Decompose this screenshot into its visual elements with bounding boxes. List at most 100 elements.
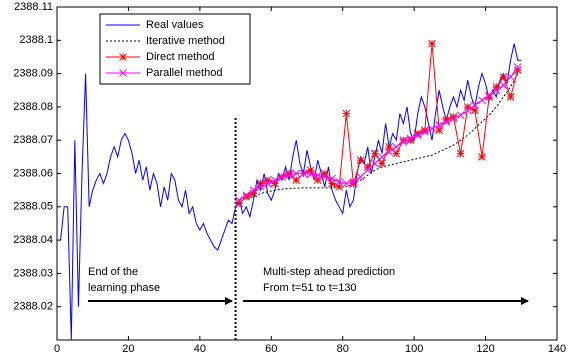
legend-marker xyxy=(119,69,127,77)
data-point xyxy=(513,63,522,71)
y-tick-label: 2388.02 xyxy=(13,301,53,313)
data-point xyxy=(235,199,243,208)
data-point xyxy=(392,149,401,158)
data-point xyxy=(263,179,272,188)
y-tick-label: 2388.05 xyxy=(13,201,53,213)
data-point xyxy=(356,156,365,165)
data-point xyxy=(371,149,379,158)
legend-marker xyxy=(119,53,127,61)
data-point xyxy=(463,103,472,111)
data-point xyxy=(349,177,358,186)
marker-stroke xyxy=(478,96,486,105)
marker-stroke xyxy=(392,143,401,151)
x-tick-label: 140 xyxy=(548,343,566,355)
x-tick-label: 60 xyxy=(265,343,277,355)
marker-stroke xyxy=(428,124,436,133)
data-point xyxy=(421,128,429,136)
y-tick-label: 2388.1 xyxy=(19,34,53,46)
marker-stroke xyxy=(292,169,301,178)
data-point xyxy=(428,124,436,133)
marker-stroke xyxy=(449,114,458,123)
marker-stroke xyxy=(342,179,351,188)
marker-stroke xyxy=(442,118,451,126)
data-point xyxy=(506,73,515,81)
data-point xyxy=(363,166,372,175)
marker-stroke xyxy=(413,131,422,140)
annotation: From t=51 to t=130 xyxy=(263,282,357,294)
data-point xyxy=(456,111,465,120)
marker-stroke xyxy=(335,177,343,186)
data-point xyxy=(249,186,258,195)
y-tick-label: 2388.03 xyxy=(13,267,53,279)
data-point xyxy=(278,172,286,181)
data-point xyxy=(378,152,386,161)
y-tick-label: 2388.09 xyxy=(13,68,53,80)
data-point xyxy=(235,196,243,204)
data-point xyxy=(413,131,422,140)
y-tick-label: 2388.08 xyxy=(13,101,53,113)
x-tick-label: 80 xyxy=(337,343,349,355)
data-point xyxy=(328,174,336,183)
marker-stroke xyxy=(356,172,365,181)
marker-stroke xyxy=(249,186,258,195)
data-point xyxy=(271,176,279,185)
data-point xyxy=(478,152,486,161)
x-tick-label: 100 xyxy=(405,343,423,355)
data-point xyxy=(356,172,365,181)
x-tick-label: 20 xyxy=(122,343,134,355)
marker-stroke xyxy=(513,63,522,71)
data-point xyxy=(392,143,401,151)
data-point xyxy=(492,83,501,91)
y-tick-label: 2388.11 xyxy=(14,1,53,13)
marker-stroke xyxy=(499,81,508,90)
data-point xyxy=(478,96,486,105)
annotation: End of the xyxy=(88,266,138,278)
data-point xyxy=(492,86,501,95)
data-point xyxy=(256,182,265,191)
annotation: Multi-step ahead prediction xyxy=(263,266,395,278)
data-point xyxy=(378,159,386,168)
data-point xyxy=(335,177,343,186)
marker-stroke xyxy=(242,191,251,199)
y-tick-label: 2388.04 xyxy=(13,234,53,246)
marker-stroke xyxy=(399,138,408,146)
data-point xyxy=(321,172,329,181)
marker-stroke xyxy=(271,176,279,185)
data-point xyxy=(349,179,358,188)
data-point xyxy=(371,159,379,168)
data-point xyxy=(313,171,322,180)
marker-stroke xyxy=(378,152,386,161)
data-point xyxy=(292,169,301,178)
x-tick-label: 0 xyxy=(54,343,60,355)
data-point xyxy=(435,121,443,130)
data-point xyxy=(506,93,515,101)
data-point xyxy=(249,189,258,198)
data-point xyxy=(442,118,451,126)
data-point xyxy=(299,169,308,178)
marker-stroke xyxy=(299,169,308,178)
data-point xyxy=(342,179,351,188)
marker-stroke xyxy=(256,182,265,191)
marker-stroke xyxy=(471,101,479,110)
marker-stroke xyxy=(406,134,415,143)
data-point xyxy=(399,138,408,146)
legend-label: Parallel method xyxy=(146,67,222,79)
data-point xyxy=(342,109,351,118)
data-point xyxy=(499,73,508,81)
x-tick-label: 40 xyxy=(194,343,206,355)
marker-stroke xyxy=(463,106,472,115)
marker-stroke xyxy=(313,171,322,180)
marker-stroke xyxy=(492,86,501,95)
marker-stroke xyxy=(363,166,372,175)
data-point xyxy=(428,39,436,48)
data-point xyxy=(456,149,465,158)
data-point xyxy=(449,114,458,123)
marker-stroke xyxy=(421,128,429,136)
marker-stroke xyxy=(235,196,243,204)
x-tick-label: 120 xyxy=(476,343,494,355)
data-point xyxy=(306,170,315,179)
marker-stroke xyxy=(263,179,272,188)
marker-stroke xyxy=(306,170,315,179)
data-point xyxy=(363,162,372,171)
data-point xyxy=(285,171,293,180)
